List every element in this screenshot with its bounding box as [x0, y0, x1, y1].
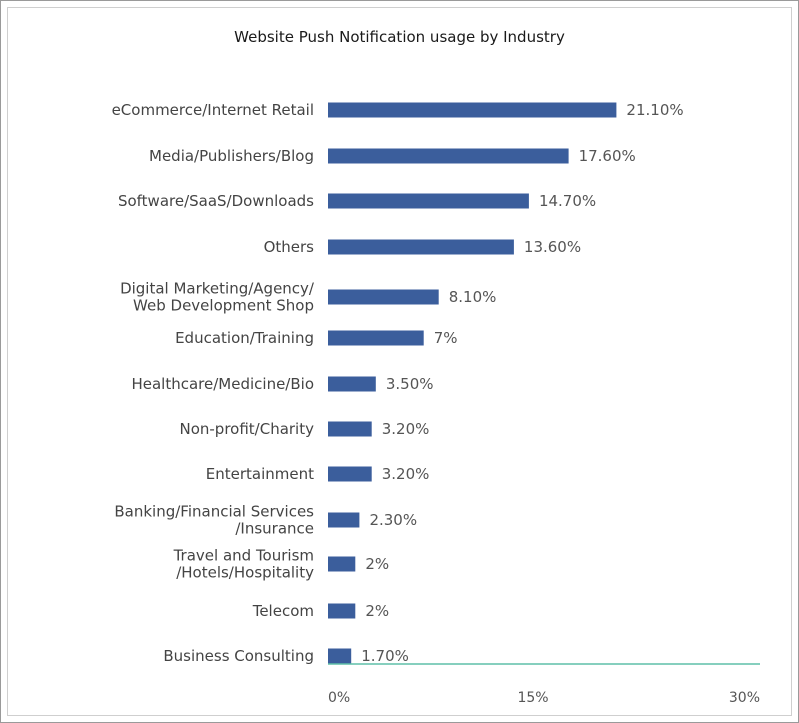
category-label-line: Web Development Shop — [133, 297, 314, 315]
category-label: Others — [264, 238, 315, 256]
category-label: Banking/Financial Services/Insurance — [114, 503, 314, 538]
bar — [328, 148, 569, 164]
category-label-line: /Hotels/Hospitality — [176, 564, 314, 582]
chart-title: Website Push Notification usage by Indus… — [234, 28, 565, 46]
category-label: Travel and Tourism/Hotels/Hospitality — [173, 547, 315, 582]
bar — [328, 330, 424, 346]
value-label: 17.60% — [579, 147, 636, 165]
bar — [328, 239, 514, 255]
bar — [328, 421, 372, 437]
category-label-line: Business Consulting — [163, 647, 314, 665]
category-label: Education/Training — [175, 329, 314, 347]
category-label-line: Media/Publishers/Blog — [149, 147, 314, 165]
value-label: 13.60% — [524, 238, 581, 256]
category-label-line: Healthcare/Medicine/Bio — [131, 375, 314, 393]
value-label: 7% — [434, 329, 458, 347]
category-label: Software/SaaS/Downloads — [118, 192, 314, 210]
bar — [328, 512, 360, 528]
bar — [328, 466, 372, 482]
x-tick-label: 0% — [328, 690, 350, 706]
category-label-line: Digital Marketing/Agency/ — [120, 280, 315, 298]
category-label-line: Travel and Tourism — [173, 547, 314, 565]
x-tick-label: 30% — [729, 690, 760, 706]
category-label-line: Non-profit/Charity — [179, 420, 314, 438]
value-label: 3.50% — [386, 375, 434, 393]
category-label: eCommerce/Internet Retail — [112, 101, 314, 119]
bar — [328, 102, 617, 118]
bar — [328, 556, 356, 572]
value-label: 2.30% — [369, 511, 417, 529]
category-label: Telecom — [252, 602, 314, 620]
value-label: 8.10% — [449, 288, 497, 306]
category-label: Healthcare/Medicine/Bio — [131, 375, 314, 393]
value-label: 1.70% — [361, 647, 409, 665]
bar — [328, 603, 356, 619]
category-label-line: /Insurance — [235, 520, 314, 538]
category-label-line: Entertainment — [206, 465, 314, 483]
category-label-line: Others — [264, 238, 315, 256]
value-label: 3.20% — [382, 465, 430, 483]
x-tick-label: 15% — [517, 690, 548, 706]
value-label: 2% — [365, 602, 389, 620]
bar — [328, 193, 529, 209]
category-label: Non-profit/Charity — [179, 420, 314, 438]
value-label: 3.20% — [382, 420, 430, 438]
value-label: 14.70% — [539, 192, 596, 210]
bar — [328, 376, 376, 392]
value-label: 2% — [365, 555, 389, 573]
category-label: Entertainment — [206, 465, 314, 483]
category-label: Business Consulting — [163, 647, 314, 665]
category-label-line: Banking/Financial Services — [114, 503, 314, 521]
category-label: Digital Marketing/Agency/Web Development… — [120, 280, 315, 315]
category-label-line: Telecom — [252, 602, 314, 620]
value-label: 21.10% — [626, 101, 683, 119]
bar — [328, 648, 352, 664]
bar — [328, 289, 439, 305]
category-label-line: Software/SaaS/Downloads — [118, 192, 314, 210]
category-label-line: eCommerce/Internet Retail — [112, 101, 314, 119]
category-label-line: Education/Training — [175, 329, 314, 347]
chart-inner-border — [7, 7, 792, 716]
category-label: Media/Publishers/Blog — [149, 147, 314, 165]
